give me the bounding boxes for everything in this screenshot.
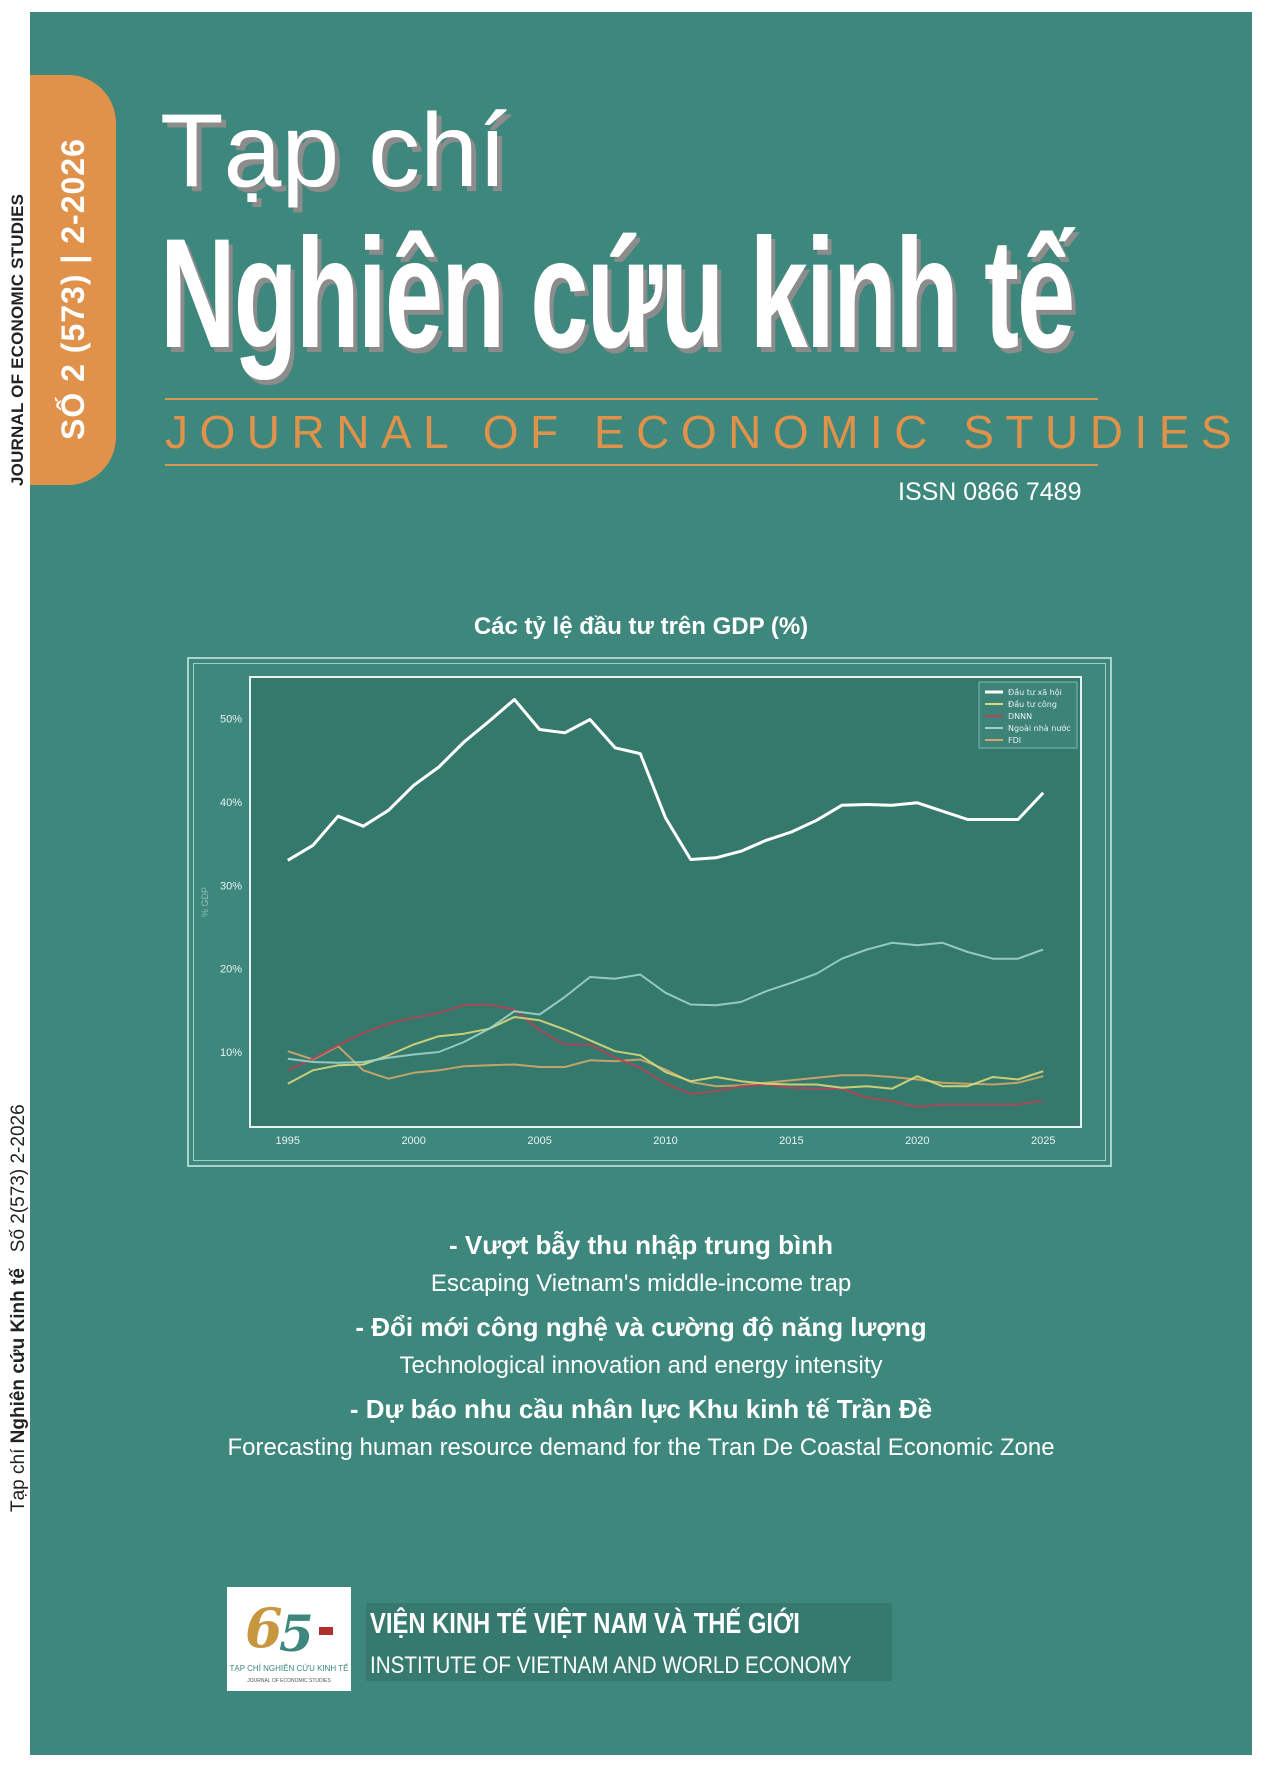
legend-label: DNNN (1008, 712, 1032, 721)
issn: ISSN 0866 7489 (898, 478, 1082, 506)
institute-name-en: INSTITUTE OF VIETNAM AND WORLD ECONOMY (370, 1652, 852, 1679)
svg-text:5: 5 (279, 1604, 314, 1663)
legend-label: Đầu tư công (1008, 699, 1057, 709)
masthead-title: Nghiên cứu kinh tế (160, 207, 1075, 381)
divider-bottom (165, 464, 1098, 466)
legend-label: Đầu tư xã hội (1008, 687, 1062, 697)
anniversary-logo: 6 5 TẠP CHÍ NGHIÊN CỨU KINH TẾ JOURNAL O… (227, 1587, 351, 1691)
spine-lower: Tạp chí Nghiên cứu Kinh tế Số 2(573) 2-2… (8, 1104, 30, 1512)
masthead-subtitle: JOURNAL OF ECONOMIC STUDIES (165, 406, 1244, 458)
x-tick-label: 2020 (905, 1135, 929, 1147)
series-line-4 (287, 1045, 1044, 1088)
series-line-3 (287, 941, 1044, 1064)
y-tick-label: 50% (220, 714, 242, 726)
institute-banner (366, 1603, 892, 1681)
x-tick-label: 1995 (276, 1135, 300, 1147)
y-tick-label: 40% (220, 797, 242, 809)
institute-name-vi: VIỆN KINH TẾ VIỆT NAM VÀ THẾ GIỚI (370, 1608, 800, 1640)
x-tick-label: 2005 (527, 1135, 551, 1147)
article-2-title: - Đổi mới công nghệ và cường độ năng lượ… (355, 1312, 927, 1342)
spine-title: Nghiên cứu Kinh tế (8, 1268, 29, 1444)
logo-65-icon: 6 5 TẠP CHÍ NGHIÊN CỨU KINH TẾ JOURNAL O… (230, 1596, 349, 1684)
divider-top (165, 398, 1098, 400)
article-2-subtitle: Technological innovation and energy inte… (399, 1352, 883, 1379)
y-axis-label: % GDP (200, 887, 210, 917)
spine-journal-name: JOURNAL OF ECONOMIC STUDIES (8, 193, 27, 486)
chart-title: Các tỷ lệ đầu tư trên GDP (%) (473, 613, 809, 640)
x-tick-label: 2000 (401, 1135, 425, 1147)
legend-label: Ngoài nhà nước (1008, 723, 1071, 733)
issue-tab-label: SỐ 2 (573) | 2-2026 (55, 138, 91, 440)
article-3-title: - Dự báo nhu cầu nhân lực Khu kinh tế Tr… (349, 1394, 933, 1424)
x-tick-label: 2015 (779, 1135, 803, 1147)
series-line-2 (287, 1003, 1044, 1108)
investment-chart: 10% 20% 30% 40% 50% 1995 2000 2005 2010 2015 2020 2… (200, 676, 1082, 1147)
masthead-line1: Tạp chí (160, 93, 507, 209)
svg-text:JOURNAL OF ECONOMIC STUDIES: JOURNAL OF ECONOMIC STUDIES (247, 1678, 331, 1684)
svg-text:TẠP CHÍ NGHIÊN CỨU KINH TẾ: TẠP CHÍ NGHIÊN CỨU KINH TẾ (230, 1663, 349, 1673)
spine-issue: Số 2(573) 2-2026 (8, 1104, 29, 1253)
x-tick-label: 2025 (1031, 1135, 1055, 1147)
legend: Đầu tư xã hội Đầu tư công DNNN Ngoài nhà nư… (978, 681, 1078, 749)
article-3-subtitle: Forecasting human resource demand for th… (227, 1434, 1055, 1461)
series-line-1 (287, 1016, 1044, 1090)
article-1-subtitle: Escaping Vietnam's middle-income trap (430, 1270, 852, 1297)
legend-label: FDI (1008, 736, 1021, 745)
issue-tab (30, 75, 116, 485)
y-tick-label: 30% (220, 880, 242, 892)
plot-area (249, 676, 1082, 1128)
spine-prefix: Tạp chí (8, 1448, 29, 1512)
y-tick-label: 10% (220, 1047, 242, 1059)
series-line-0 (287, 698, 1045, 862)
y-tick-label: 20% (220, 964, 242, 976)
svg-text:6: 6 (245, 1596, 283, 1660)
article-1-title: - Vượt bẫy thu nhập trung bình (449, 1230, 833, 1260)
x-tick-label: 2010 (653, 1135, 677, 1147)
chart-frame (187, 657, 1112, 1167)
